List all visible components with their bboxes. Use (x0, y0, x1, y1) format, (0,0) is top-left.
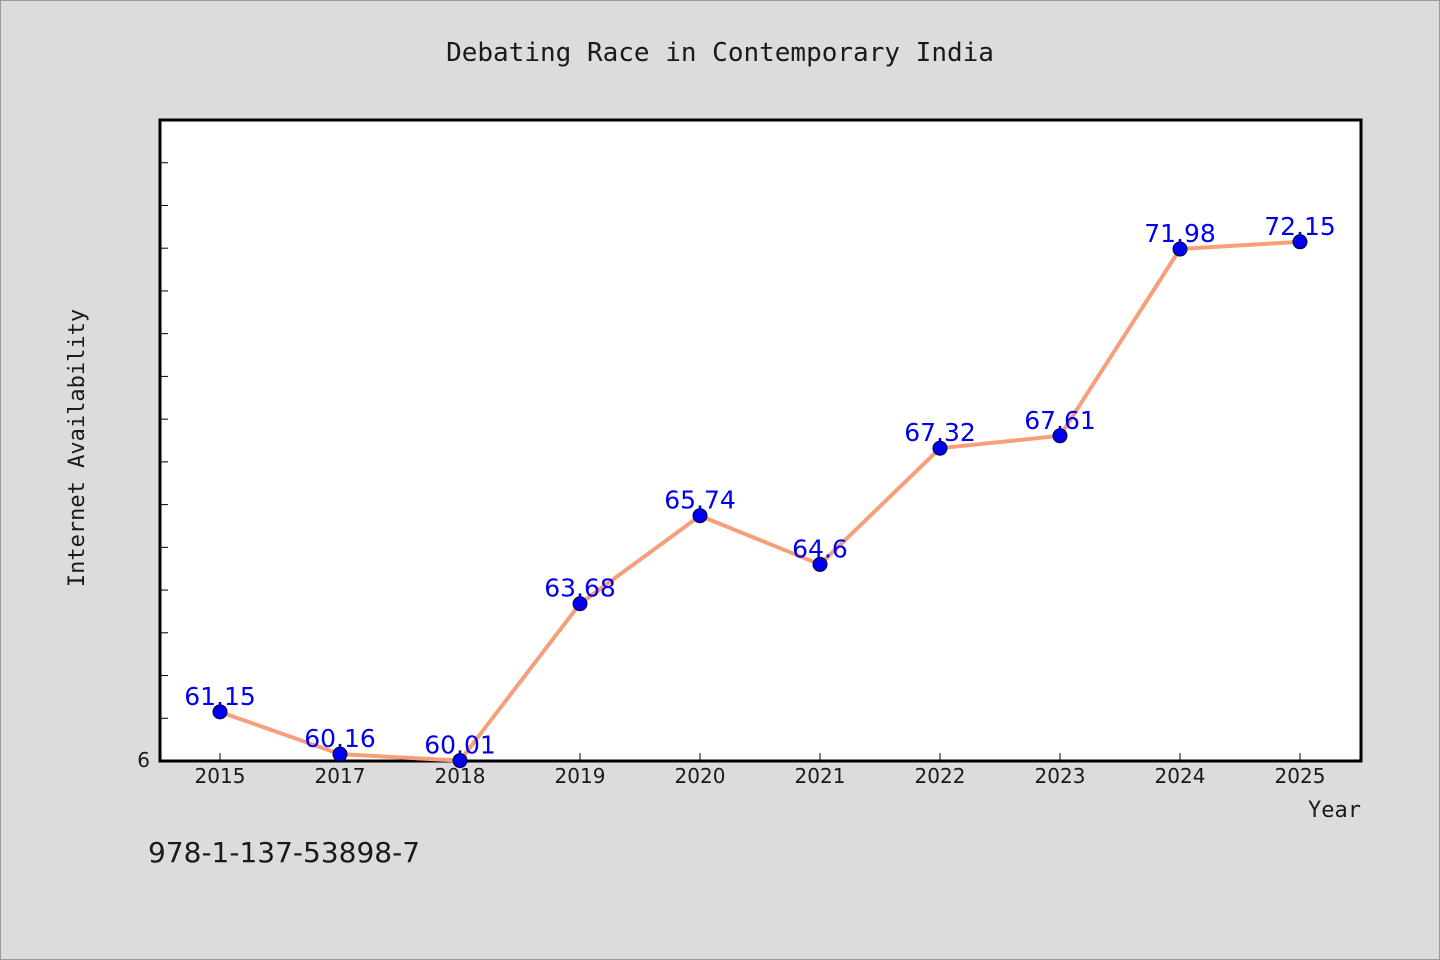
x-tick-labels: 2015 2017 2018 2019 2020 2021 2022 2023 2024 2025 (195, 764, 1326, 788)
x-tick-label: 2021 (795, 764, 846, 788)
x-tick-label: 2023 (1035, 764, 1086, 788)
data-point (692, 508, 708, 524)
data-label: 60.16 (304, 724, 376, 753)
plot-area (158, 118, 1363, 763)
data-label: 72.15 (1264, 212, 1336, 241)
data-point (812, 556, 828, 572)
data-label: 63.68 (544, 574, 616, 603)
series-markers (212, 234, 1308, 769)
x-tick-label: 2019 (555, 764, 606, 788)
y-axis-label: Internet Availability (65, 309, 90, 587)
series-line (219, 239, 1301, 763)
data-label: 64.6 (792, 534, 848, 563)
data-point (572, 596, 588, 612)
data-label: 67.32 (904, 418, 976, 447)
data-point (932, 440, 948, 456)
data-label: 61.15 (184, 682, 256, 711)
data-label: 71.98 (1144, 219, 1216, 248)
isbn-text: 978-1-137-53898-7 (148, 836, 420, 869)
data-point (332, 746, 348, 762)
data-point (452, 753, 468, 769)
x-tick-label: 2020 (675, 764, 726, 788)
x-tick-label: 2022 (915, 764, 966, 788)
y-axis-ticks (160, 119, 168, 762)
y-tick-label: 6 (137, 748, 150, 772)
data-point (1172, 241, 1188, 257)
x-tick-label: 2018 (435, 764, 486, 788)
x-axis-label: Year (1308, 798, 1361, 823)
data-label: 60.01 (424, 731, 496, 760)
data-label: 67.61 (1024, 406, 1096, 435)
x-tick-label: 2025 (1275, 764, 1326, 788)
x-tick-label: 2017 (315, 764, 366, 788)
chart-title: Debating Race in Contemporary India (446, 38, 994, 68)
data-labels: 61.15 60.16 60.01 63.68 65.74 64.6 67.32 67.61 7… (184, 212, 1336, 760)
data-point (212, 704, 228, 720)
x-tick-label: 2015 (195, 764, 246, 788)
x-tick-label: 2024 (1155, 764, 1206, 788)
data-label: 65.74 (664, 486, 736, 515)
data-point (1292, 234, 1308, 250)
data-point (1052, 428, 1068, 444)
